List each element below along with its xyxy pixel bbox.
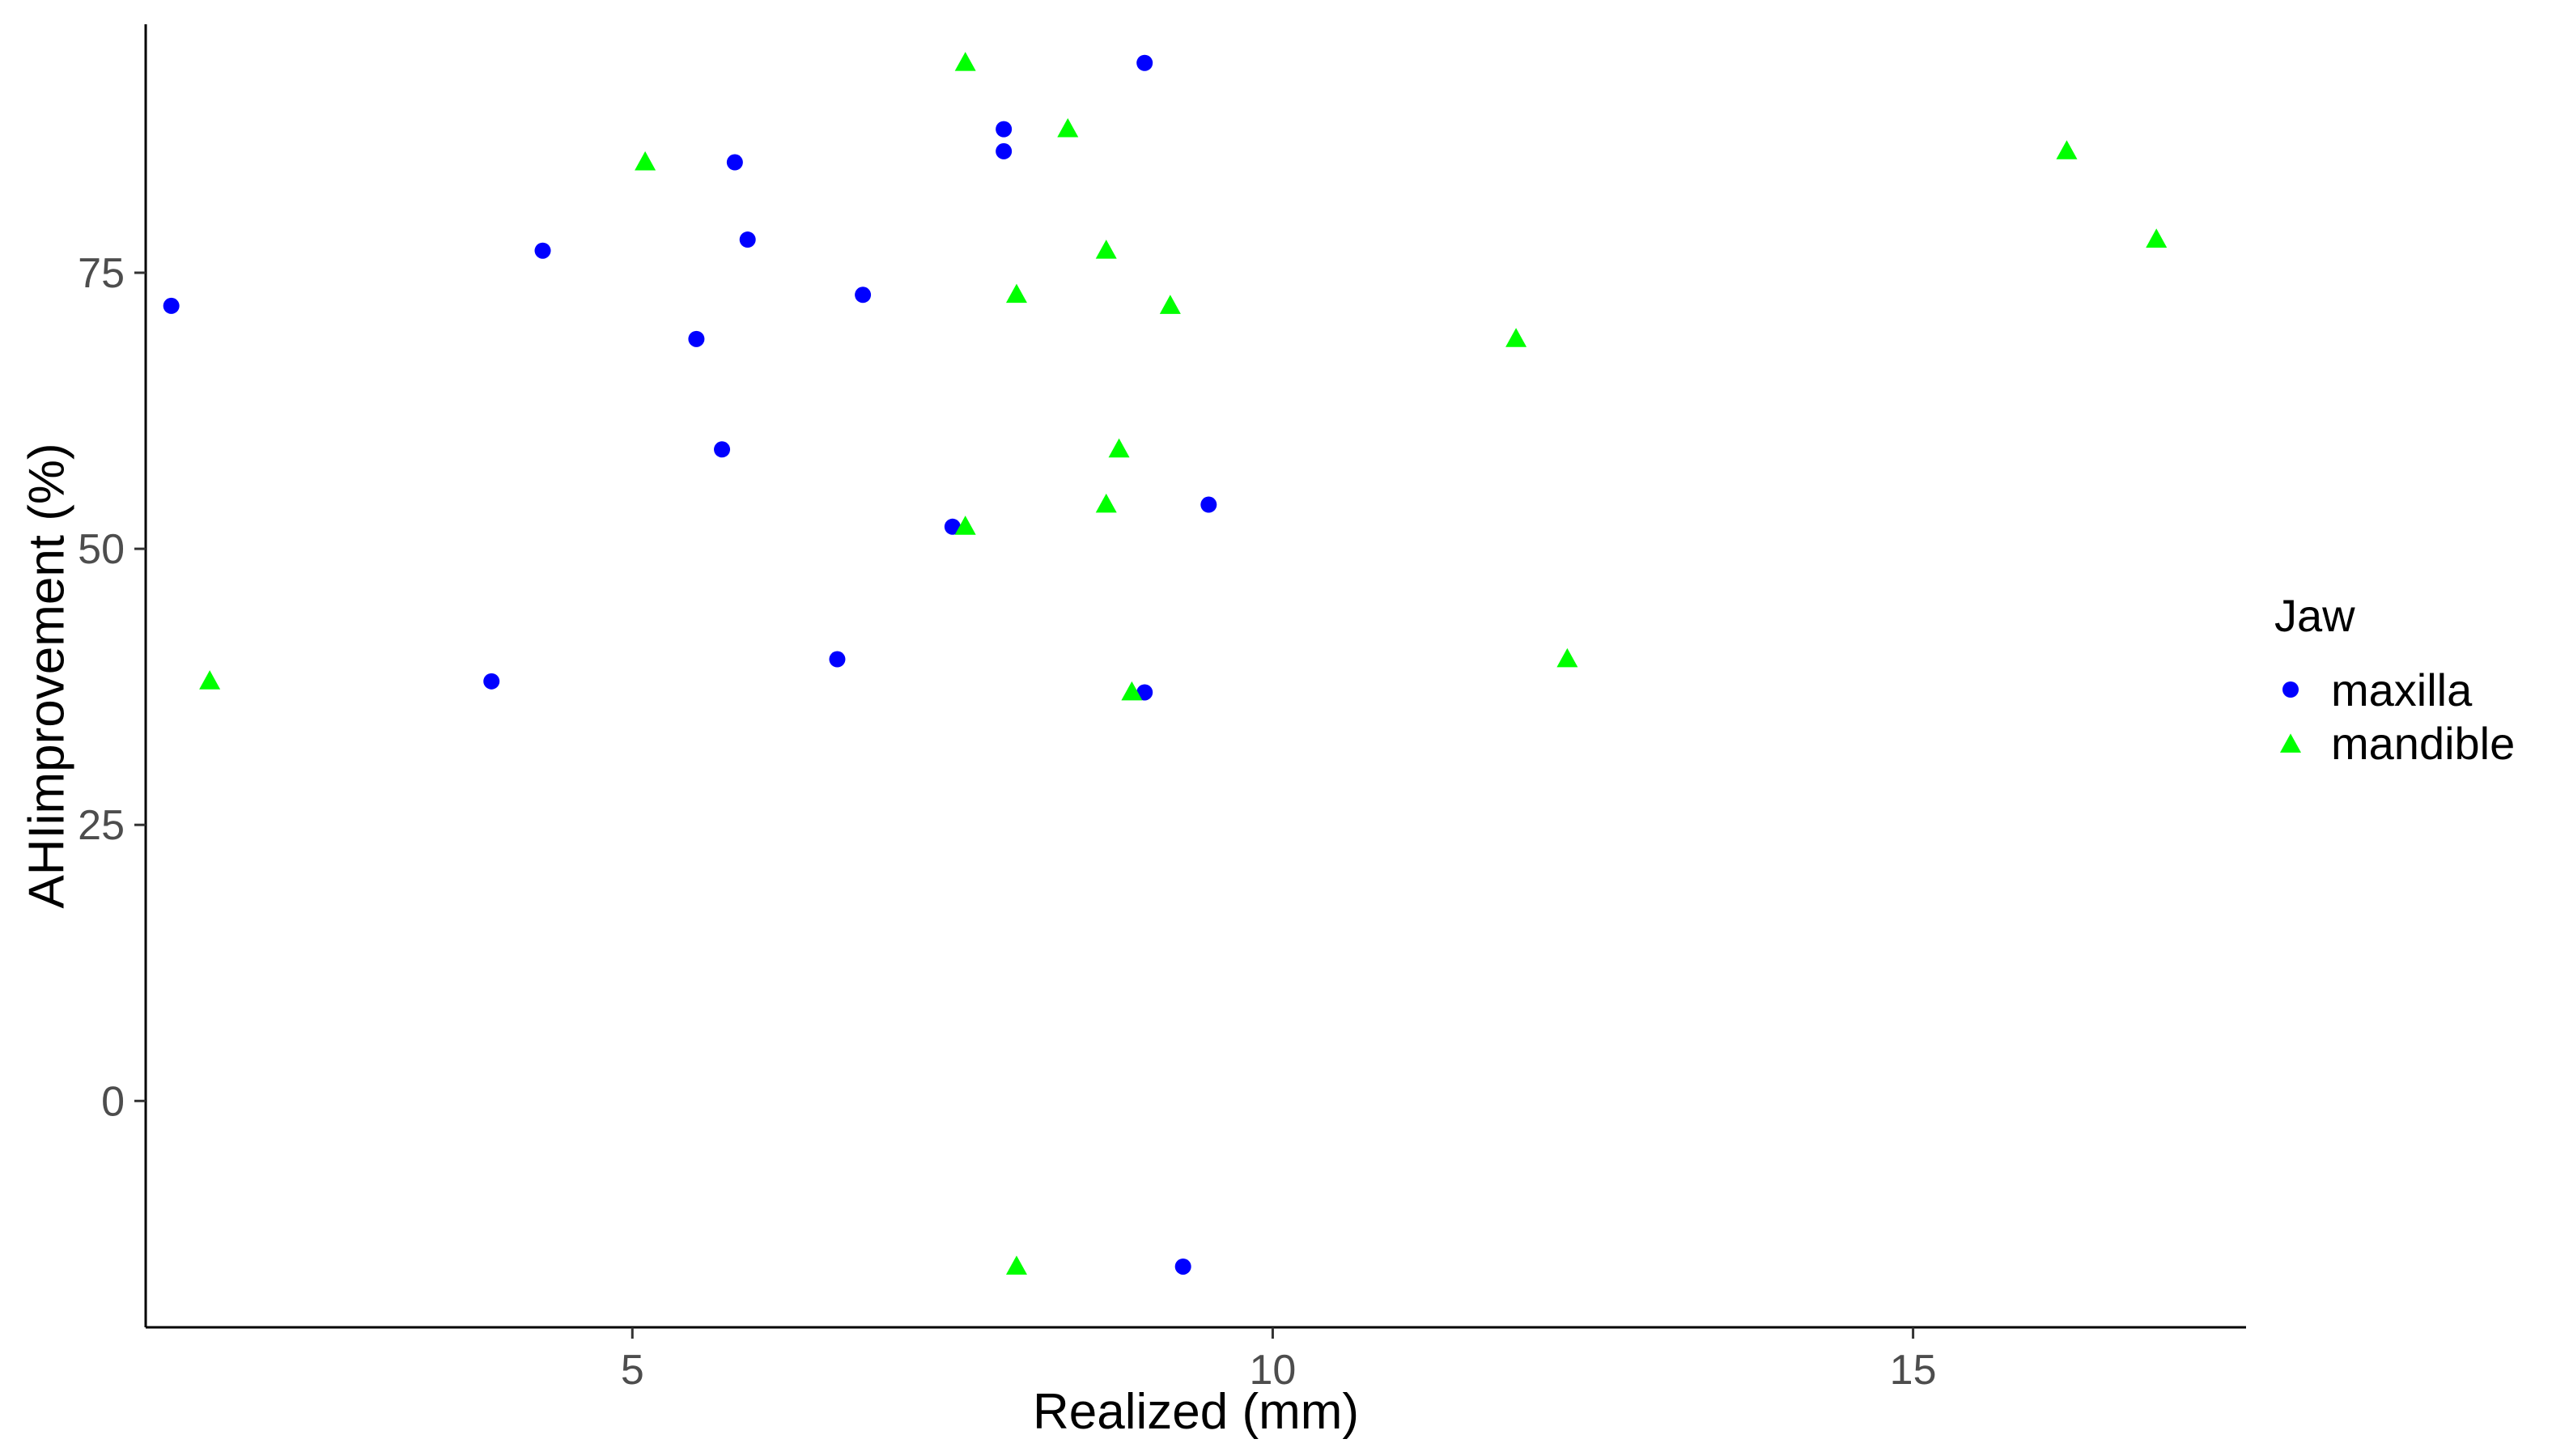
mandible-point (954, 52, 976, 71)
maxilla-point (534, 242, 551, 259)
x-axis-title: Realized (mm) (1033, 1384, 1359, 1440)
maxilla-point (1174, 1258, 1191, 1275)
mandible-point (2056, 140, 2078, 159)
x-tick-label: 10 (1250, 1347, 1297, 1394)
mandible-point (1095, 240, 1117, 259)
legend-mandible-label: mandible (2331, 718, 2515, 769)
maxilla-point (944, 518, 961, 535)
legend-maxilla-marker (2282, 681, 2299, 698)
maxilla-point (726, 154, 743, 171)
axes (144, 24, 2246, 1329)
maxilla-point (829, 651, 846, 668)
maxilla-point (688, 330, 705, 347)
mandible-point (199, 670, 221, 690)
maxilla-point (855, 287, 872, 304)
y-axis-title: AHIimprovement (%) (19, 443, 74, 908)
mandible-point (954, 516, 976, 535)
maxilla-point (996, 142, 1013, 159)
y-axis-ticks: 0 25 50 75 (78, 250, 146, 1125)
x-tick-label: 5 (621, 1347, 644, 1394)
maxilla-point (996, 121, 1013, 138)
maxilla-point (1136, 684, 1153, 701)
maxilla-point (714, 441, 731, 458)
y-tick-label: 75 (78, 250, 125, 297)
mandible-point (1108, 438, 1130, 458)
maxilla-point (1136, 54, 1153, 71)
mandible-point (1121, 681, 1143, 701)
maxilla-point (739, 231, 756, 248)
mandible-point (1159, 295, 1181, 314)
mandible-point (1095, 493, 1117, 513)
y-tick-label: 0 (101, 1078, 125, 1125)
mandible-point (2146, 228, 2168, 248)
data-points (163, 52, 2168, 1275)
mandible-point (1057, 117, 1079, 138)
mandible-point (635, 151, 656, 171)
y-tick-label: 50 (78, 526, 125, 573)
x-tick-label: 15 (1890, 1347, 1937, 1394)
y-tick-label: 25 (78, 802, 125, 849)
legend-mandible-marker (2280, 733, 2301, 753)
legend-maxilla-label: maxilla (2331, 664, 2473, 715)
mandible-point (1556, 647, 1578, 668)
maxilla-point (163, 297, 180, 314)
mandible-point (1505, 328, 1527, 347)
maxilla-point (1200, 496, 1217, 513)
maxilla-point (483, 673, 500, 690)
legend-title: Jaw (2274, 590, 2355, 641)
x-axis-ticks: 5 10 15 (621, 1327, 1937, 1394)
mandible-point (1005, 1255, 1027, 1275)
mandible-point (1005, 283, 1027, 304)
